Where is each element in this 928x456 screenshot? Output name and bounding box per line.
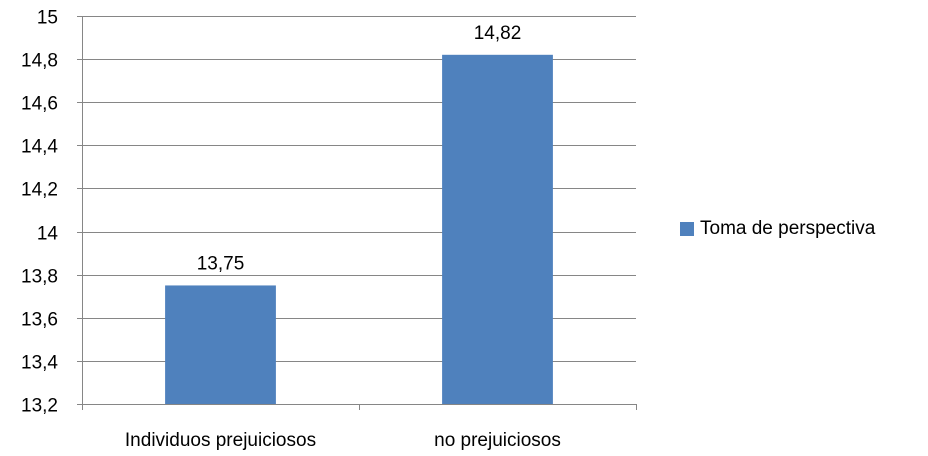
y-tick-label: 13,6 xyxy=(21,310,58,331)
y-tick-label: 15 xyxy=(37,8,58,29)
category-label: Individuos prejuiciosos xyxy=(125,430,316,451)
y-tick-label: 14,6 xyxy=(21,94,58,115)
y-tick-label: 13,2 xyxy=(21,396,58,417)
bar xyxy=(165,285,276,404)
data-label: 14,82 xyxy=(474,23,522,44)
y-tick-label: 13,8 xyxy=(21,267,58,288)
y-tick-label: 14,2 xyxy=(21,180,58,201)
legend-swatch xyxy=(680,222,694,236)
y-tick-label: 14,4 xyxy=(21,137,58,158)
y-tick-label: 13,4 xyxy=(21,353,58,374)
bar xyxy=(442,54,553,405)
data-label: 13,75 xyxy=(197,253,245,274)
legend: Toma de perspectiva xyxy=(680,218,875,240)
y-tick-label: 14,8 xyxy=(21,51,58,72)
y-tick-label: 14 xyxy=(37,224,59,245)
legend-label: Toma de perspectiva xyxy=(700,218,876,239)
category-label: no prejuiciosos xyxy=(434,430,561,451)
